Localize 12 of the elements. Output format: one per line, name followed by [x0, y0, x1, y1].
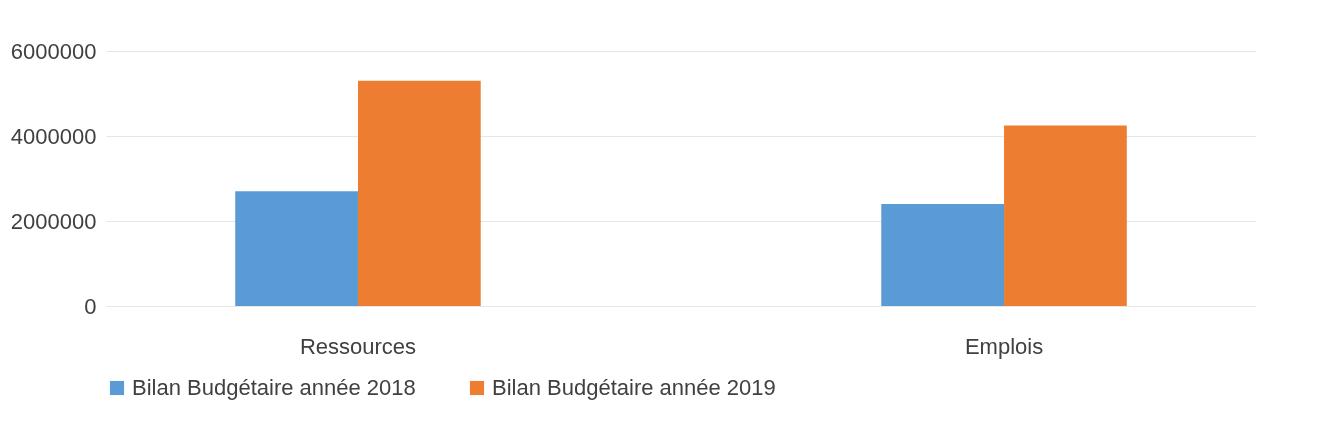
- bar: [357, 80, 481, 306]
- y-tick-label: 2000000: [10, 208, 97, 234]
- bar: [881, 204, 1005, 306]
- x-tick-label: Ressources: [299, 333, 417, 359]
- y-tick-label: 4000000: [10, 123, 97, 149]
- legend-label: Bilan Budgétaire année 2019: [492, 375, 776, 400]
- legend-label: Bilan Budgétaire année 2018: [132, 375, 416, 400]
- y-tick-label: 6000000: [10, 38, 97, 64]
- x-tick-label: Emplois: [964, 333, 1044, 359]
- y-tick-label: 0: [84, 293, 97, 319]
- bar: [1004, 125, 1127, 306]
- bar: [235, 191, 358, 306]
